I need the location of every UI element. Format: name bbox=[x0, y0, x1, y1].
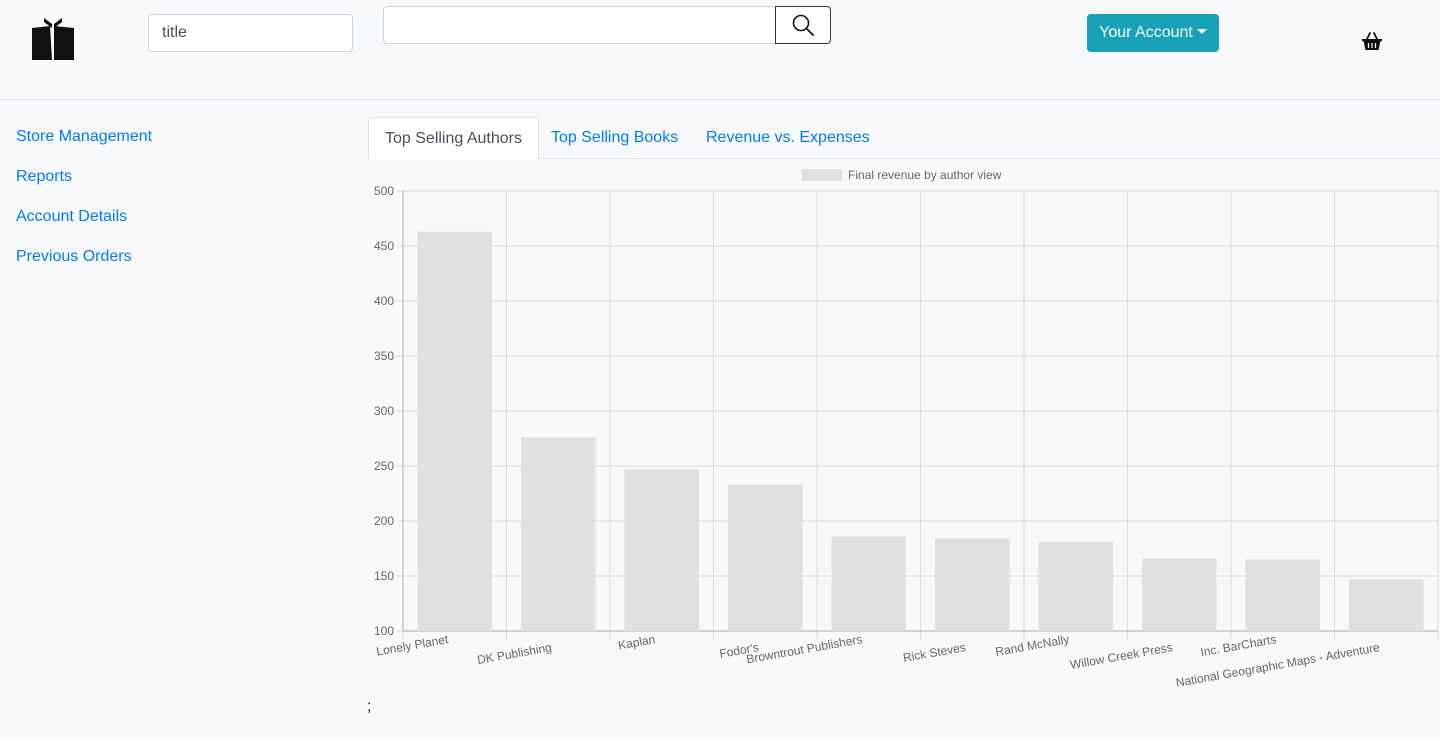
y-tick-label: 450 bbox=[374, 239, 394, 253]
y-tick-label: 200 bbox=[374, 514, 394, 528]
bar bbox=[1038, 541, 1114, 631]
top-navbar: title Your Account bbox=[0, 0, 1440, 100]
legend-label: Final revenue by author view bbox=[848, 168, 1002, 182]
search-input[interactable] bbox=[383, 6, 776, 44]
x-tick-label: Rick Steves bbox=[902, 640, 967, 665]
bar bbox=[417, 231, 493, 631]
y-tick-label: 150 bbox=[374, 569, 394, 583]
report-tabs: Top Selling Authors Top Selling Books Re… bbox=[368, 117, 1440, 160]
legend-swatch bbox=[802, 169, 842, 181]
bar bbox=[934, 538, 1010, 631]
search-icon bbox=[792, 14, 814, 36]
x-tick-label: Willow Creek Press bbox=[1069, 640, 1174, 672]
bar bbox=[1245, 559, 1321, 631]
x-tick-label: Kaplan bbox=[617, 632, 656, 652]
y-tick-label: 400 bbox=[374, 294, 394, 308]
x-tick-label: Inc. BarCharts bbox=[1199, 632, 1277, 659]
search-button[interactable] bbox=[775, 6, 831, 44]
y-tick-label: 500 bbox=[374, 184, 394, 198]
y-tick-label: 250 bbox=[374, 459, 394, 473]
sidebar-item-store-management[interactable]: Store Management bbox=[16, 128, 153, 145]
open-book-icon[interactable] bbox=[30, 18, 76, 64]
y-tick-label: 350 bbox=[374, 349, 394, 363]
y-tick-label: 300 bbox=[374, 404, 394, 418]
sidebar-item-previous-orders[interactable]: Previous Orders bbox=[16, 248, 132, 265]
tab-top-selling-authors[interactable]: Top Selling Authors bbox=[368, 117, 539, 160]
search-field-select[interactable]: title bbox=[148, 14, 353, 52]
bar bbox=[1348, 579, 1424, 631]
tab-top-selling-books[interactable]: Top Selling Books bbox=[551, 129, 679, 146]
bar bbox=[624, 469, 700, 631]
x-tick-label: Browntrout Publishers bbox=[745, 632, 863, 666]
bar bbox=[1141, 558, 1217, 631]
footer-text: ; bbox=[367, 698, 372, 715]
basket-icon[interactable] bbox=[1360, 30, 1384, 54]
your-account-dropdown[interactable]: Your Account bbox=[1087, 14, 1219, 52]
bar bbox=[520, 437, 596, 631]
bar bbox=[831, 536, 907, 631]
sidebar-item-account-details[interactable]: Account Details bbox=[16, 208, 128, 225]
bar bbox=[727, 484, 803, 631]
caret-down-icon bbox=[1196, 29, 1207, 34]
x-tick-label: Rand McNally bbox=[994, 632, 1070, 659]
tab-revenue-vs-expenses[interactable]: Revenue vs. Expenses bbox=[706, 129, 870, 146]
y-tick-label: 100 bbox=[374, 624, 394, 638]
x-tick-label: DK Publishing bbox=[476, 640, 553, 667]
sidebar-item-reports[interactable]: Reports bbox=[16, 168, 73, 185]
account-label: Your Account bbox=[1099, 24, 1193, 41]
x-tick-label: Fodor's bbox=[718, 640, 759, 661]
